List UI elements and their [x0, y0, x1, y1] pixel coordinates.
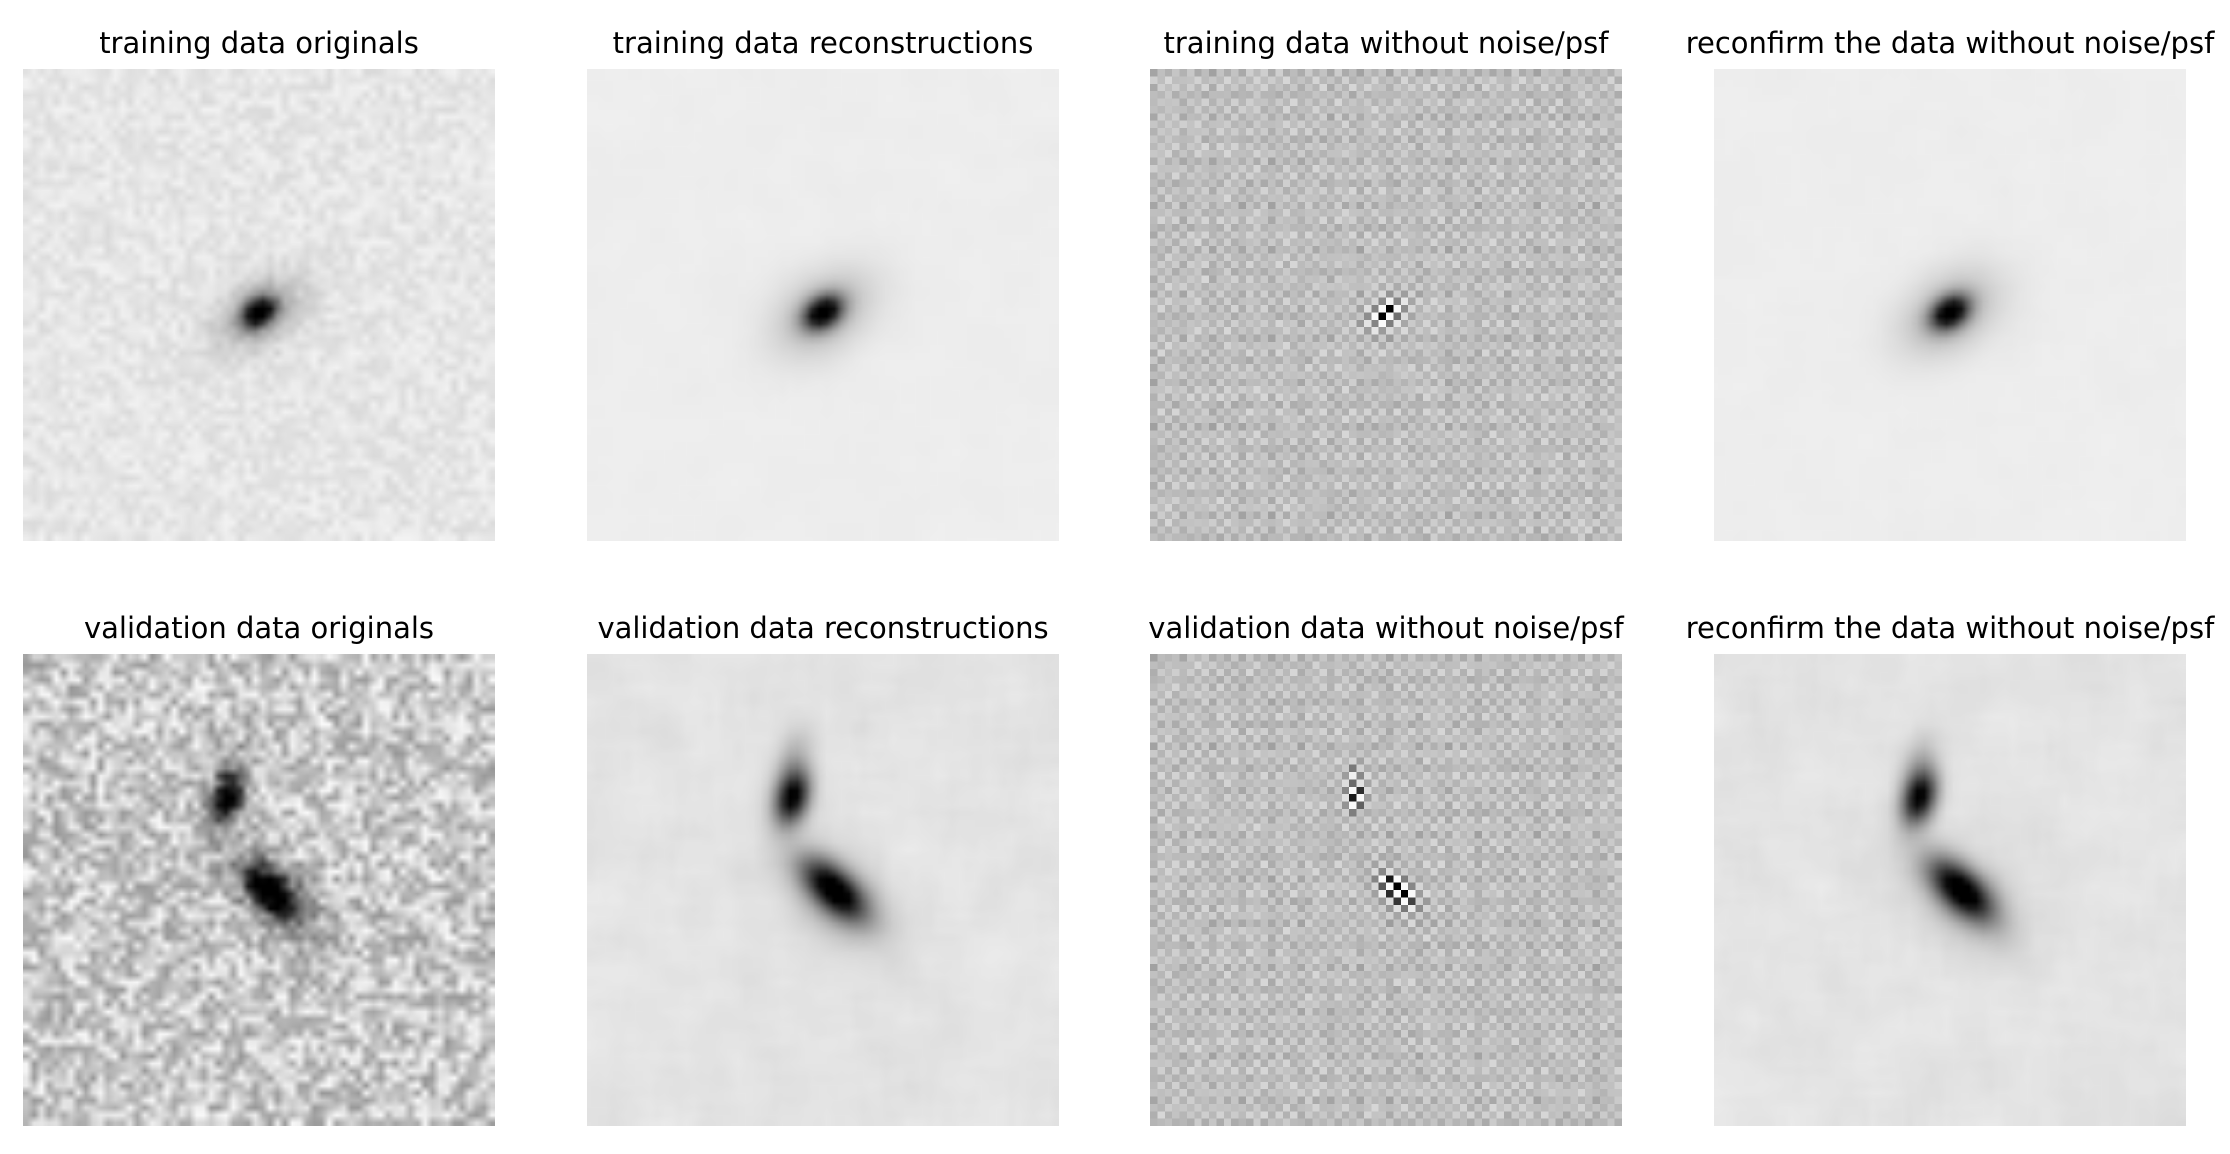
- panel-title: training data without noise/psf: [1163, 26, 1609, 60]
- panel-title: reconfirm the data without noise/psf: [1685, 26, 2215, 60]
- panel-title: reconfirm the data without noise/psf: [1685, 611, 2215, 645]
- galaxy-image: [1150, 69, 1622, 541]
- galaxy-image: [23, 654, 495, 1126]
- panel-title: training data reconstructions: [612, 26, 1034, 60]
- panel-title: validation data without noise/psf: [1148, 611, 1624, 645]
- galaxy-image: [23, 69, 495, 541]
- panel-title: training data originals: [99, 26, 419, 60]
- galaxy-image: [1714, 69, 2186, 541]
- galaxy-image: [1150, 654, 1622, 1126]
- galaxy-image: [1714, 654, 2186, 1126]
- galaxy-image: [587, 69, 1059, 541]
- panel-title: validation data originals: [83, 611, 435, 645]
- panel-title: validation data reconstructions: [597, 611, 1049, 645]
- galaxy-image: [587, 654, 1059, 1126]
